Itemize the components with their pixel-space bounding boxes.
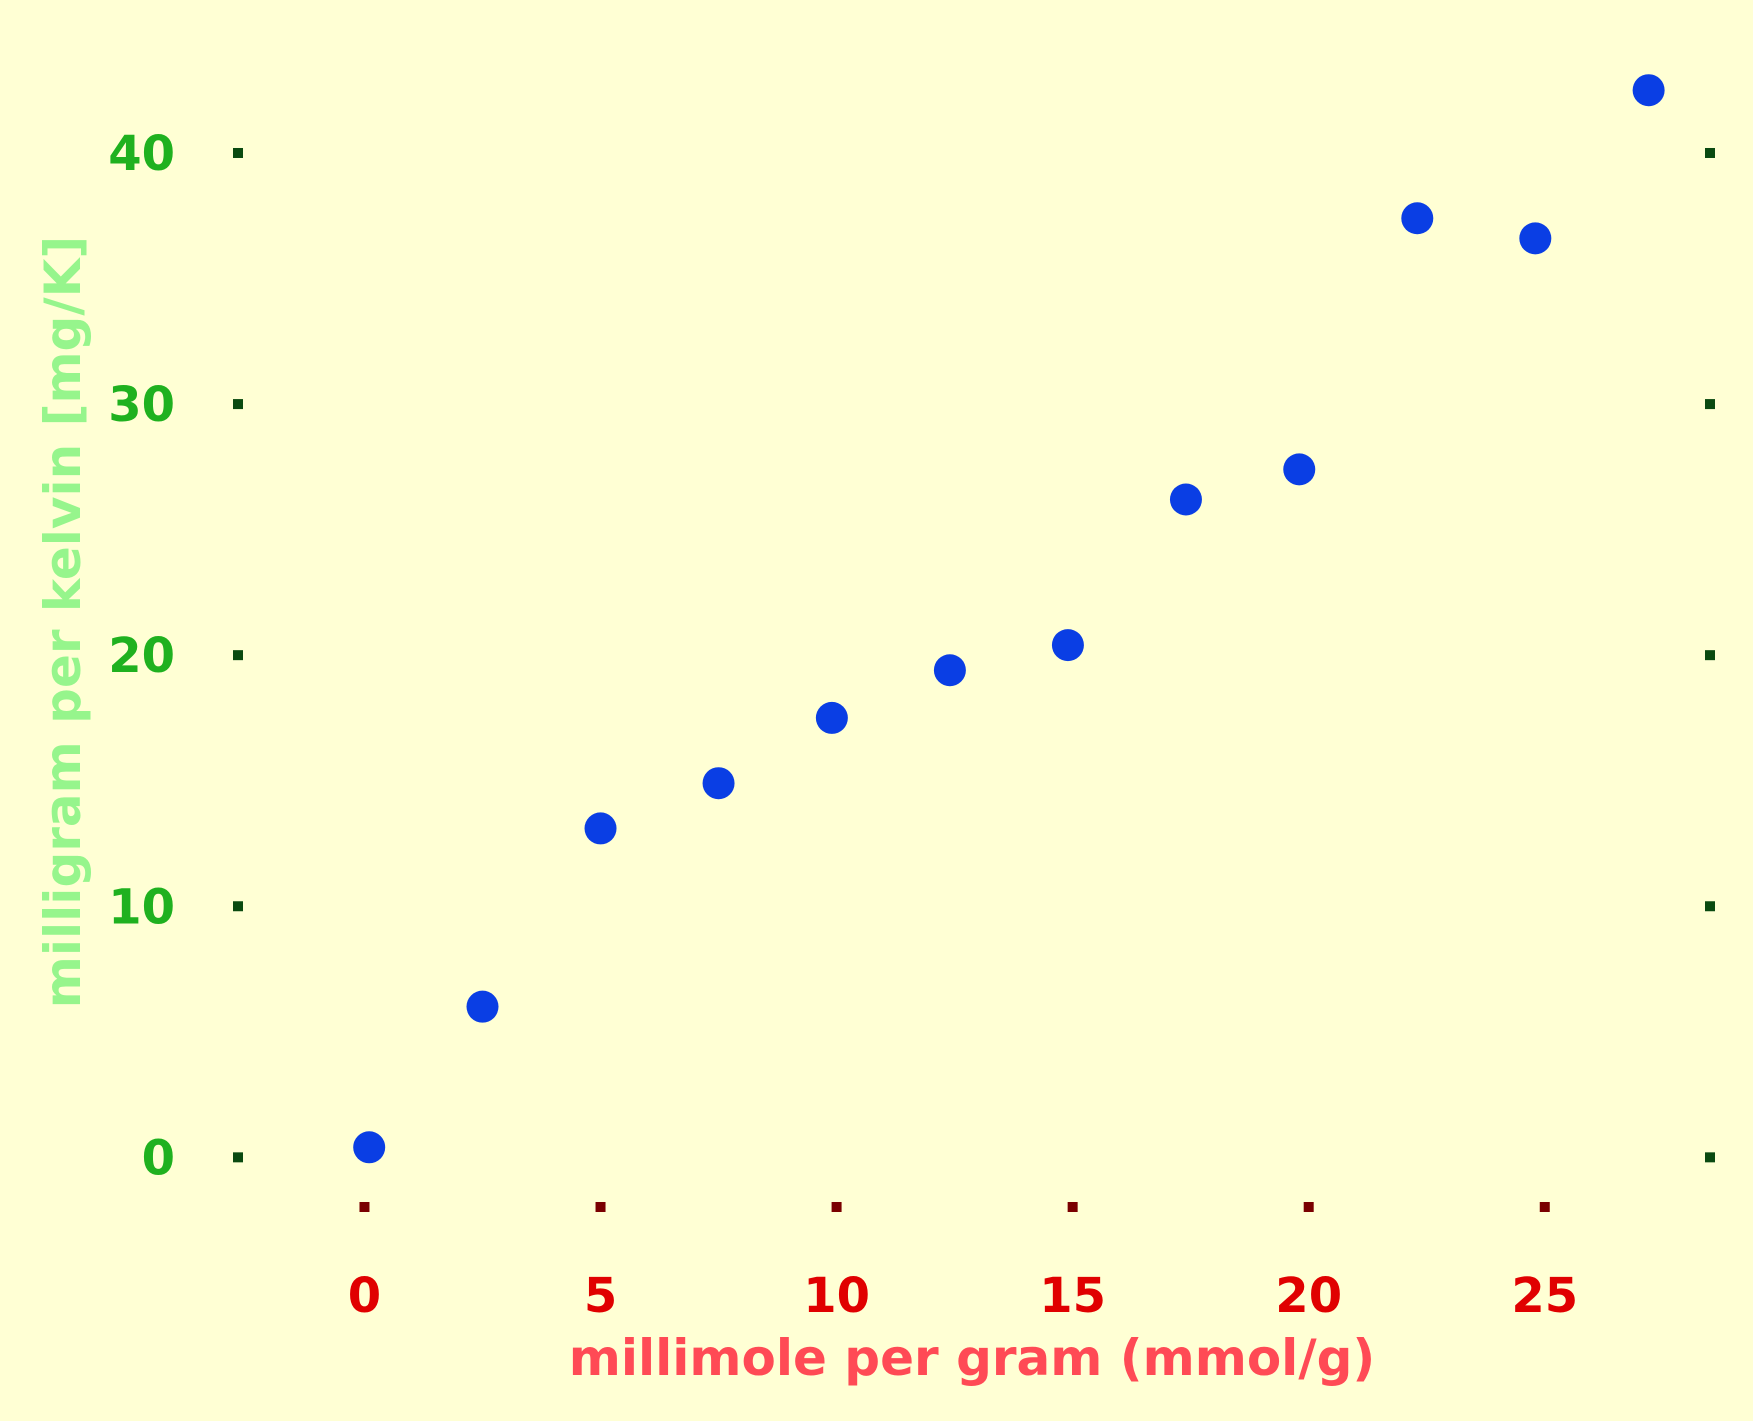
- data-point: [466, 990, 499, 1023]
- x-tick-label: 20: [1275, 1268, 1342, 1324]
- x-tick-label: 15: [1039, 1268, 1106, 1324]
- x-axis: 0 5 10 15 20 25: [348, 1202, 1578, 1324]
- x-tick-mark: [595, 1202, 606, 1212]
- data-point: [353, 1131, 386, 1164]
- x-tick-label: 0: [348, 1268, 381, 1324]
- data-point: [1519, 222, 1552, 255]
- x-tick-mark: [831, 1202, 842, 1212]
- y-tick-label: 10: [108, 879, 175, 935]
- x-tick-mark: [359, 1202, 370, 1212]
- data-point: [1169, 483, 1202, 516]
- data-points: [353, 74, 1665, 1164]
- y-tick-label: 20: [108, 628, 175, 684]
- y-tick-mark-right: [1705, 1152, 1715, 1163]
- y-tick-mark-right: [1705, 147, 1715, 158]
- y-tick-label: 40: [108, 126, 175, 182]
- data-point: [933, 654, 966, 687]
- x-tick-mark: [1539, 1202, 1550, 1212]
- y-tick-mark-right: [1705, 650, 1715, 661]
- y-tick-mark: [233, 650, 243, 661]
- x-tick-label: 5: [584, 1268, 617, 1324]
- data-point: [1632, 74, 1665, 107]
- y-tick-mark: [233, 399, 243, 410]
- y-tick-label: 0: [142, 1130, 175, 1186]
- data-point: [1401, 202, 1434, 235]
- y-axis: 0 10 20 30 40: [108, 126, 1715, 1186]
- y-tick-mark-right: [1705, 901, 1715, 912]
- x-tick-mark: [1303, 1202, 1314, 1212]
- x-tick-label: 25: [1511, 1268, 1578, 1324]
- x-tick-label: 10: [803, 1268, 870, 1324]
- y-tick-mark: [233, 1152, 243, 1163]
- x-axis-title: millimole per gram (mmol/g): [569, 1329, 1375, 1387]
- x-tick-mark: [1067, 1202, 1078, 1212]
- data-point: [702, 767, 735, 800]
- data-point: [584, 812, 617, 845]
- data-point: [1283, 453, 1316, 486]
- data-point: [1051, 629, 1084, 662]
- y-tick-mark: [233, 901, 243, 912]
- y-tick-mark: [233, 147, 243, 158]
- y-tick-label: 30: [108, 377, 175, 433]
- data-point: [815, 701, 848, 734]
- y-axis-title: milligram per kelvin [mg/K]: [34, 236, 92, 1008]
- y-tick-mark-right: [1705, 399, 1715, 410]
